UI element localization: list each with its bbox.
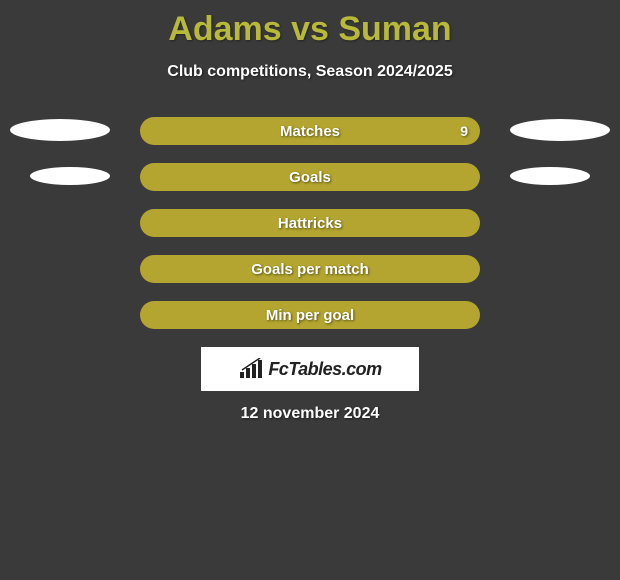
bar-label: Matches [280,123,340,140]
ellipse-right-matches [510,119,610,141]
date-label: 12 november 2024 [0,405,620,423]
bar-label: Hattricks [278,215,342,232]
ellipse-left-matches [10,119,110,141]
bar-goals: Goals [140,163,480,191]
bar-value-right: 9 [460,123,468,139]
comparison-rows: Matches 9 Goals Hattricks Goals per matc… [0,117,620,329]
bar-min-per-goal: Min per goal [140,301,480,329]
bar-label: Min per goal [266,307,354,324]
row-min-per-goal: Min per goal [0,301,620,329]
logo-content: FcTables.com [238,358,381,380]
bar-hattricks: Hattricks [140,209,480,237]
subtitle: Club competitions, Season 2024/2025 [0,63,620,81]
ellipse-left-goals [30,167,110,185]
row-goals: Goals [0,163,620,191]
chart-icon [238,358,264,380]
row-hattricks: Hattricks [0,209,620,237]
logo-text: FcTables.com [268,359,381,380]
page-title: Adams vs Suman [0,0,620,49]
bar-label: Goals [289,169,331,186]
bar-label: Goals per match [251,261,369,278]
row-matches: Matches 9 [0,117,620,145]
bar-matches: Matches 9 [140,117,480,145]
ellipse-right-goals [510,167,590,185]
row-goals-per-match: Goals per match [0,255,620,283]
bar-goals-per-match: Goals per match [140,255,480,283]
logo-box: FcTables.com [201,347,419,391]
